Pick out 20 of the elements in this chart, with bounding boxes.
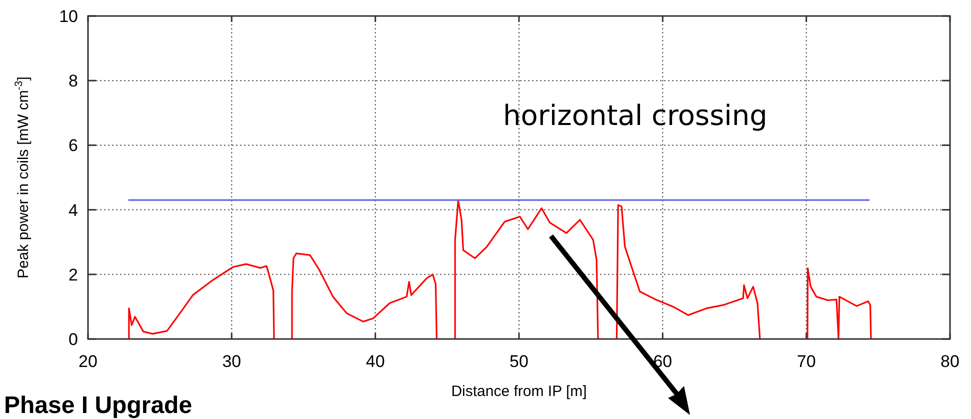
y-tick-label: 2: [68, 265, 78, 284]
y-tick-label: 10: [59, 7, 78, 26]
line-series: [454, 199, 599, 340]
annotation: horizontal crossing: [503, 99, 768, 132]
y-tick-label: 4: [68, 200, 78, 220]
x-tick-label: 50: [510, 352, 528, 371]
line-series: [616, 204, 761, 340]
y-tick-label: 8: [68, 72, 78, 91]
x-tick-label: 80: [940, 352, 960, 371]
x-tick-label: 40: [366, 352, 385, 371]
x-axis-title: Distance from IP [m]: [451, 383, 587, 400]
x-tick-label: 70: [796, 352, 816, 371]
text: Phase I Upgrade: [4, 392, 192, 419]
line-series: [291, 252, 438, 340]
y-tick-label: 6: [68, 136, 78, 156]
y-tick-label: 0: [68, 330, 78, 349]
line-series: [128, 263, 275, 340]
line-series: [806, 267, 872, 340]
x-tick-label: 30: [222, 352, 242, 371]
x-tick-label: 20: [78, 352, 98, 371]
